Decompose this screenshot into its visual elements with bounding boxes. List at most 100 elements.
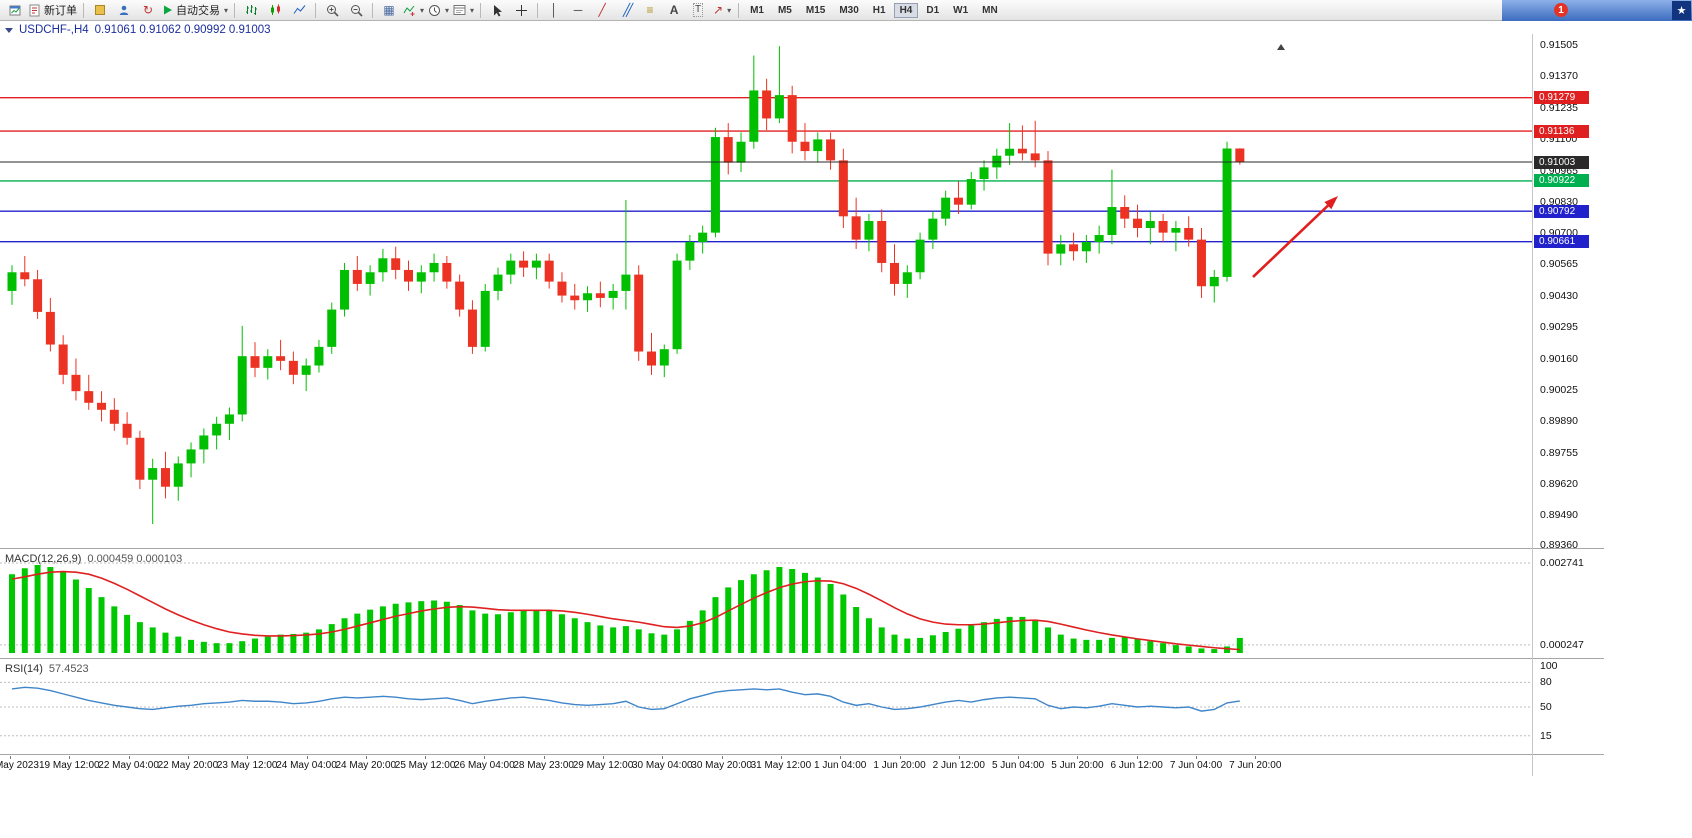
time-tick: [10, 756, 11, 759]
timeframe-m15-button[interactable]: M15: [805, 4, 826, 16]
macd-panel[interactable]: [0, 550, 1532, 658]
text-button[interactable]: A: [662, 1, 686, 20]
promo-button[interactable]: ★: [1672, 0, 1691, 20]
zoom-in-button[interactable]: [320, 1, 344, 20]
vertical-line-button[interactable]: │: [542, 1, 566, 20]
price-axis-label: 0.91505: [1540, 39, 1578, 51]
bar-chart-button[interactable]: [239, 1, 263, 20]
timeframe-w1-button[interactable]: W1: [953, 4, 969, 16]
rsi-line: [11, 686, 1240, 712]
fibonacci-button[interactable]: ≡: [638, 1, 662, 20]
time-tick: [425, 756, 427, 759]
zoom-in-icon: [326, 4, 339, 17]
tile-windows-button[interactable]: ▦: [377, 1, 401, 20]
periods-button[interactable]: ▾: [426, 1, 451, 20]
time-tick: [306, 756, 308, 759]
price-axis-label: 0.89490: [1540, 508, 1578, 521]
toolbar-separator: [738, 2, 740, 18]
chevron-down-icon: ▾: [420, 5, 425, 15]
timeframe-mn-button[interactable]: MN: [982, 4, 998, 16]
toolbar: 新订单 ↻ 自动交易 ▾: [0, 0, 1692, 21]
time-tick: [603, 756, 604, 759]
indicators-button[interactable]: ▾: [401, 1, 426, 20]
time-axis-label: 5 Jun 20:00: [1051, 760, 1104, 771]
time-axis-label: 31 May 12:00: [750, 760, 812, 771]
star-icon: ★: [1676, 4, 1687, 17]
arrows-button[interactable]: ↗ ▾: [710, 1, 734, 20]
price-chart-canvas[interactable]: [0, 34, 1532, 548]
time-tick: [899, 756, 901, 759]
time-axis-label: 2 Jun 12:00: [932, 760, 985, 771]
indicators-icon: [403, 5, 415, 16]
horizontal-line-button[interactable]: ─: [566, 1, 590, 20]
text-icon: A: [669, 3, 679, 17]
clock-icon: [429, 4, 441, 16]
person-icon: [119, 5, 129, 15]
rsi-axis-label: 100: [1540, 660, 1558, 672]
timeframe-d1-button[interactable]: D1: [926, 4, 940, 16]
line-chart-icon: [293, 5, 305, 14]
autotrade-label: 自动交易: [176, 5, 220, 17]
price-tag: 0.90922: [1534, 174, 1589, 188]
toolbar-separator: [234, 2, 236, 18]
timeframe-group: M1 M5 M15 M30 H1 H4 D1 W1 MN: [743, 2, 1005, 18]
time-tick: [543, 756, 545, 759]
timeframe-m30-button[interactable]: M30: [839, 4, 859, 16]
time-tick: [484, 756, 486, 759]
chevron-down-icon: ▾: [727, 5, 732, 15]
candlestick-button[interactable]: [263, 1, 287, 20]
time-axis-label: 30 May 04:00: [631, 760, 693, 771]
refresh-button[interactable]: ↻: [136, 1, 160, 20]
rsi-panel[interactable]: [0, 660, 1532, 754]
price-axis[interactable]: 0.91505 0.91370 0.91235 0.91100 0.90965 0.908…: [1533, 34, 1605, 776]
price-axis-label: 0.90160: [1540, 352, 1578, 365]
rsi-axis-label: 50: [1540, 701, 1552, 713]
cursor-button[interactable]: [485, 1, 509, 20]
zoom-out-button[interactable]: [344, 1, 368, 20]
time-tick: [662, 756, 664, 759]
time-tick: [721, 756, 723, 759]
text-label-button[interactable]: T: [686, 1, 710, 20]
time-axis-label: 28 May 23:00: [513, 760, 574, 771]
time-axis-label: 30 May 20:00: [691, 760, 752, 771]
collapse-icon[interactable]: [5, 27, 13, 33]
new-order-icon: [29, 4, 40, 16]
chevron-down-icon: ▾: [470, 5, 475, 15]
history-center-button[interactable]: [88, 1, 112, 20]
price-tag: 0.90792: [1534, 204, 1589, 218]
timeframe-h4-button[interactable]: H4: [893, 2, 919, 18]
accounts-button[interactable]: [112, 1, 136, 20]
time-axis-label: 19 May 12:00: [38, 760, 100, 771]
panel-separator[interactable]: [0, 754, 1604, 755]
autotrade-button[interactable]: 自动交易 ▾: [160, 1, 230, 20]
time-tick: [69, 756, 71, 759]
timeframe-h1-button[interactable]: H1: [872, 4, 886, 16]
crosshair-button[interactable]: [509, 1, 533, 20]
price-tag: 0.91136: [1534, 124, 1589, 138]
line-chart-button[interactable]: [287, 1, 311, 20]
time-tick: [958, 756, 960, 759]
trend-arrow[interactable]: [1252, 196, 1338, 278]
time-axis-label: 25 May 12:00: [394, 760, 456, 771]
notification-badge[interactable]: 1: [1554, 3, 1568, 17]
price-axis-label: 0.89620: [1540, 478, 1578, 491]
bar-chart-icon: [245, 5, 257, 15]
templates-button[interactable]: ▾: [451, 1, 476, 20]
new-order-button[interactable]: 新订单: [27, 1, 79, 20]
time-tick: [1018, 756, 1020, 759]
timeframe-m1-button[interactable]: M1: [750, 4, 764, 16]
channel-button[interactable]: ╱╱: [614, 1, 638, 20]
timeframe-m5-button[interactable]: M5: [777, 4, 792, 16]
autotrade-play-icon: [164, 5, 172, 15]
toolbar-separator: [480, 2, 482, 18]
chart-symbol-timeframe: USDCHF-,H4: [19, 24, 89, 36]
time-axis-label: 5 Jun 04:00: [991, 760, 1045, 771]
trendline-button[interactable]: ╱: [590, 1, 614, 20]
panel-separator[interactable]: [0, 658, 1604, 659]
time-axis-label: 23 May 12:00: [216, 760, 278, 771]
time-tick: [1255, 756, 1257, 759]
new-chart-button[interactable]: [3, 1, 27, 20]
panel-separator[interactable]: [0, 548, 1604, 549]
time-axis-label: 29 May 12:00: [572, 760, 634, 771]
